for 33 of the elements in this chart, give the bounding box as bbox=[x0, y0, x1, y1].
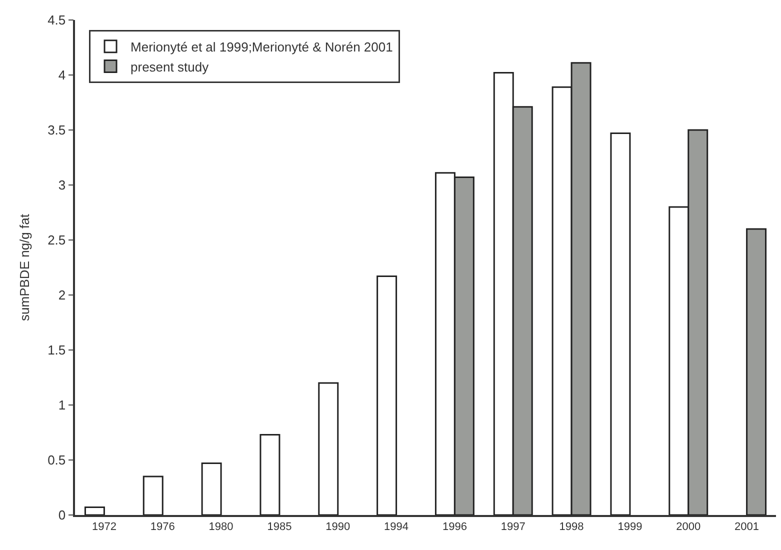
x-tick-label: 1999 bbox=[618, 520, 642, 533]
bar bbox=[201, 462, 222, 515]
y-tick-label: 1 bbox=[58, 398, 66, 413]
bar bbox=[318, 382, 339, 515]
bar bbox=[610, 132, 631, 515]
x-tick-label: 1985 bbox=[267, 520, 292, 533]
y-axis-title: sumPBDE ng/g fat bbox=[17, 214, 32, 321]
bar bbox=[260, 434, 280, 515]
x-tick-label: 1998 bbox=[559, 520, 584, 533]
x-tick-label: 1976 bbox=[150, 520, 175, 533]
bar bbox=[376, 276, 398, 515]
legend-label: Merionyté et al 1999;Merionyté & Norén 2001 bbox=[130, 39, 393, 54]
bar bbox=[746, 228, 767, 515]
y-tick-label: 1.5 bbox=[48, 342, 66, 358]
y-tick-label: 0.5 bbox=[48, 452, 66, 468]
y-tick-label: 0 bbox=[58, 508, 66, 523]
bar bbox=[84, 506, 105, 515]
y-tick-label: 3.5 bbox=[48, 122, 66, 138]
y-tick-label: 2.5 bbox=[48, 232, 66, 248]
x-tick-label: 1972 bbox=[92, 520, 116, 533]
x-tick-label: 1996 bbox=[442, 520, 467, 533]
x-tick-label: 2001 bbox=[734, 520, 760, 533]
y-tick-label: 4 bbox=[58, 68, 66, 83]
x-tick-label: 1994 bbox=[384, 520, 409, 533]
x-tick-label: 1990 bbox=[326, 520, 350, 533]
x-tick-label: 1997 bbox=[500, 520, 526, 533]
x-tick-label: 2000 bbox=[676, 520, 701, 533]
bar bbox=[142, 476, 164, 515]
legend-label: present study bbox=[130, 59, 210, 74]
y-tick-label: 3 bbox=[58, 178, 66, 193]
y-tick-label: 4.5 bbox=[48, 12, 66, 28]
y-tick-label: 2 bbox=[58, 288, 66, 303]
x-tick-label: 1980 bbox=[208, 520, 234, 533]
